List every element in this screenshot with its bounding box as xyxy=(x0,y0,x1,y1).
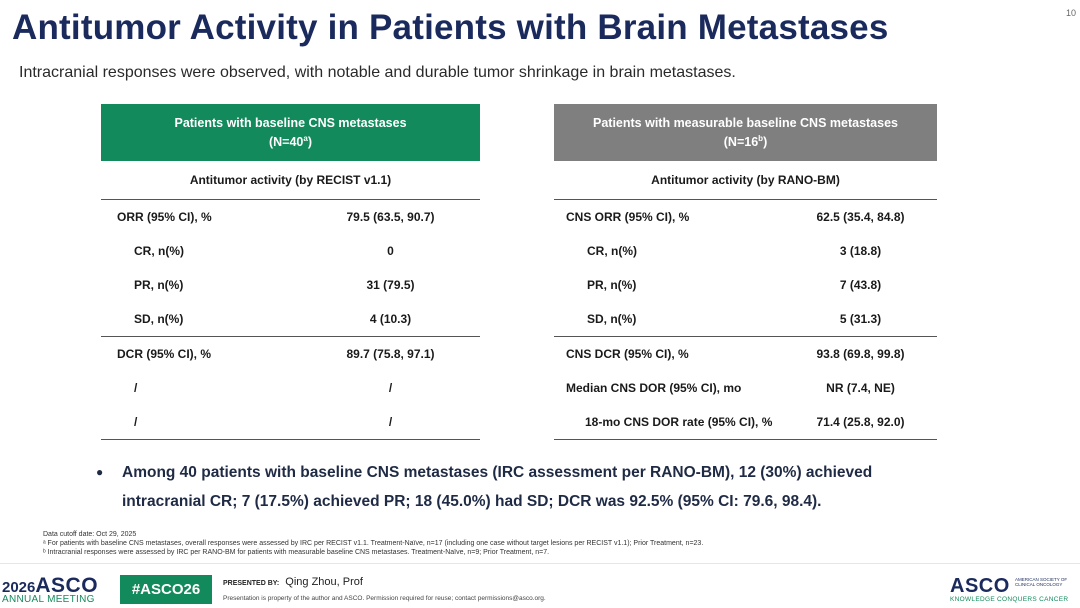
page-number: 10 xyxy=(1065,8,1076,18)
hashtag-badge: #ASCO26 xyxy=(120,575,212,604)
header-line1: Patients with baseline CNS metastases xyxy=(174,115,407,130)
logo-annual-meeting: ANNUAL MEETING xyxy=(2,594,95,605)
activity-title: Antitumor activity (by RANO-BM) xyxy=(554,161,937,200)
row-label: 18-mo CNS DOR rate (95% CI), % xyxy=(585,415,773,429)
header-line2: (N=16b) xyxy=(723,133,768,150)
row-value: 31 (79.5) xyxy=(366,278,415,292)
logo-asco: ASCO xyxy=(35,574,99,597)
row-label: Median CNS DOR (95% CI), mo xyxy=(566,381,742,395)
table-row: / / xyxy=(101,405,480,440)
row-value: / xyxy=(388,381,393,395)
table-row: PR, n(%) 7 (43.8) xyxy=(554,268,937,302)
bullet-line2: intracranial CR; 7 (17.5%) achieved PR; … xyxy=(122,493,822,510)
row-label: CR, n(%) xyxy=(587,244,637,258)
footnote-a: ᵃ For patients with baseline CNS metasta… xyxy=(43,540,704,547)
row-label: CR, n(%) xyxy=(134,244,184,258)
baseline-cns-panel: Patients with baseline CNS metastases (N… xyxy=(101,104,480,440)
baseline-cns-header: Patients with baseline CNS metastases (N… xyxy=(101,104,480,161)
table-row: / / xyxy=(101,371,480,405)
table-row: PR, n(%) 31 (79.5) xyxy=(101,268,480,302)
footnote-b: ᵇ Intracranial responses were assessed b… xyxy=(43,549,550,556)
footer-divider xyxy=(0,563,1080,564)
row-label: SD, n(%) xyxy=(134,312,184,326)
presented-by-label: PRESENTED BY: xyxy=(223,580,280,587)
cutoff-note: Data cutoff date: Oct 29, 2025 xyxy=(43,531,137,538)
table-row: CNS DCR (95% CI), % 93.8 (69.8, 99.8) xyxy=(554,337,937,371)
header-line2: (N=40a) xyxy=(268,133,313,150)
footnotes: Data cutoff date: Oct 29, 2025 ᵃ For pat… xyxy=(43,530,703,557)
row-label: CNS ORR (95% CI), % xyxy=(566,210,690,224)
row-label: DCR (95% CI), % xyxy=(117,347,212,361)
row-value: NR (7.4, NE) xyxy=(826,381,895,395)
row-label: SD, n(%) xyxy=(587,312,637,326)
table-row: ORR (95% CI), % 79.5 (63.5, 90.7) xyxy=(101,200,480,234)
slide-subtitle: Intracranial responses were observed, wi… xyxy=(19,64,736,81)
row-label: / xyxy=(134,381,138,395)
bullet-marker: ● xyxy=(96,465,104,479)
row-value: 0 xyxy=(387,244,394,258)
row-label: ORR (95% CI), % xyxy=(117,210,212,224)
row-label: PR, n(%) xyxy=(134,278,184,292)
row-value: 89.7 (75.8, 97.1) xyxy=(346,347,435,361)
row-value: 7 (43.8) xyxy=(839,278,882,292)
asco-annual-meeting-logo: 2026ASCO ANNUAL MEETING xyxy=(2,574,98,605)
table-row: SD, n(%) 5 (31.3) xyxy=(554,302,937,337)
bullet-line1: Among 40 patients with baseline CNS meta… xyxy=(122,464,873,481)
summary-bullet: ● Among 40 patients with baseline CNS me… xyxy=(96,458,996,516)
measurable-cns-header: Patients with measurable baseline CNS me… xyxy=(554,104,937,161)
row-value: 5 (31.3) xyxy=(839,312,882,326)
activity-title: Antitumor activity (by RECIST v1.1) xyxy=(101,161,480,200)
row-value: 93.8 (69.8, 99.8) xyxy=(816,347,905,361)
slide-title: Antitumor Activity in Patients with Brai… xyxy=(12,8,889,47)
table-row: 18-mo CNS DOR rate (95% CI), % 71.4 (25.8… xyxy=(554,405,937,440)
row-value: 4 (10.3) xyxy=(369,312,412,326)
logo-year: 2026 xyxy=(2,579,36,596)
asco-tagline: KNOWLEDGE CONQUERS CANCER xyxy=(950,596,1069,603)
table-row: DCR (95% CI), % 89.7 (75.8, 97.1) xyxy=(101,337,480,371)
row-label: / xyxy=(134,415,138,429)
row-value: 79.5 (63.5, 90.7) xyxy=(346,210,435,224)
table-row: CR, n(%) 3 (18.8) xyxy=(554,234,937,268)
table-row: CR, n(%) 0 xyxy=(101,234,480,268)
row-value: 3 (18.8) xyxy=(839,244,882,258)
row-value: 62.5 (35.4, 84.8) xyxy=(816,210,905,224)
property-notice: Presentation is property of the author a… xyxy=(223,595,546,602)
row-label: PR, n(%) xyxy=(587,278,637,292)
asco-society-logo: ASCO AMERICAN SOCIETY OF CLINICAL ONCOLO… xyxy=(950,575,1068,603)
asco-right-wordmark: ASCO xyxy=(950,575,1010,597)
table-row: CNS ORR (95% CI), % 62.5 (35.4, 84.8) xyxy=(554,200,937,234)
table-row: Median CNS DOR (95% CI), mo NR (7.4, NE) xyxy=(554,371,937,405)
asco-right-society: AMERICAN SOCIETY OF CLINICAL ONCOLOGY xyxy=(1015,577,1068,587)
table-row: SD, n(%) 4 (10.3) xyxy=(101,302,480,337)
presenter-name: Qing Zhou, Prof xyxy=(285,576,363,588)
measurable-cns-panel: Patients with measurable baseline CNS me… xyxy=(554,104,937,440)
presenter: PRESENTED BY: Qing Zhou, Prof xyxy=(223,576,363,588)
row-value: 71.4 (25.8, 92.0) xyxy=(816,415,905,429)
header-line1: Patients with measurable baseline CNS me… xyxy=(593,115,898,130)
row-label: CNS DCR (95% CI), % xyxy=(566,347,689,361)
row-value: / xyxy=(388,415,393,429)
